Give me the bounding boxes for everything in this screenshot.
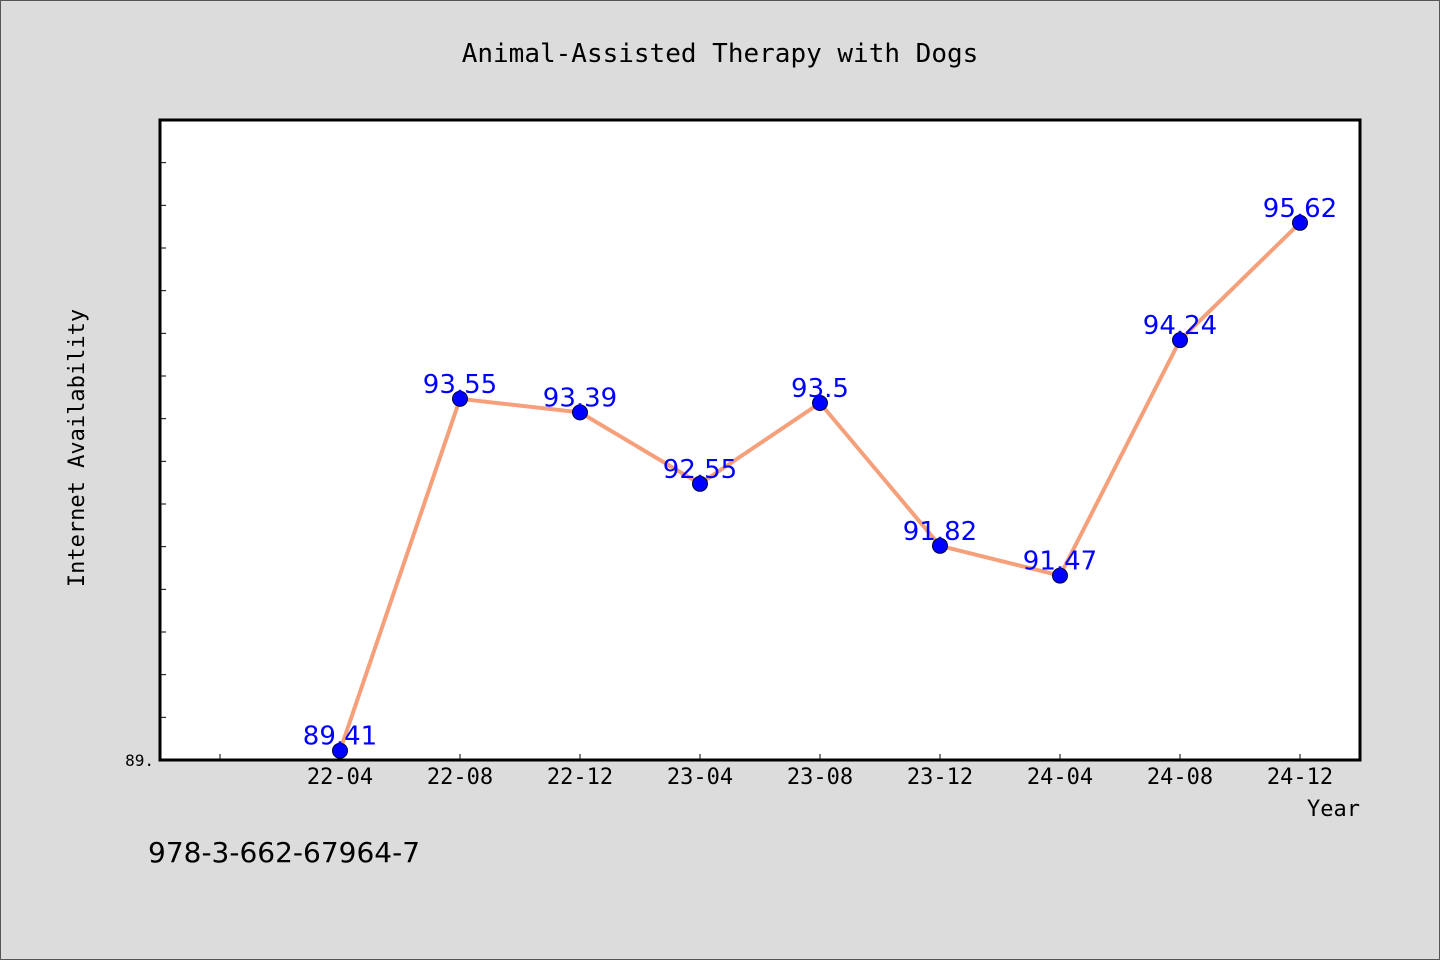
- series-layer: 89.41 93.55 93.39 92.55 93.5 91.82 91.47 94.24 9…: [303, 194, 1337, 759]
- y-tick-label: 89.: [125, 751, 154, 770]
- x-tick-label: 22-08: [427, 765, 493, 790]
- data-point: [692, 475, 708, 492]
- data-label: 95.62: [1263, 194, 1337, 224]
- data-label: 92.55: [663, 455, 737, 485]
- data-label: 93.55: [423, 370, 497, 400]
- data-point: [452, 390, 468, 407]
- data-point: [572, 404, 588, 421]
- data-point: [332, 742, 348, 759]
- x-tick-label: 23-04: [667, 765, 733, 790]
- chart-title: Animal-Assisted Therapy with Dogs: [462, 39, 979, 69]
- y-axis-label: Internet Availability: [65, 309, 90, 587]
- data-label: 94.24: [1143, 311, 1217, 341]
- x-axis-label: Year: [1307, 797, 1360, 822]
- isbn-text: 978-3-662-67964-7: [148, 836, 420, 869]
- x-tick-labels: 22-04 22-08 22-12 23-04 23-08 23-12 24-04 24-08…: [307, 765, 1333, 790]
- x-tick-label: 23-12: [907, 765, 973, 790]
- data-point: [812, 395, 828, 411]
- x-tick-label: 24-08: [1147, 765, 1213, 790]
- x-axis-ticks: [219, 754, 1301, 760]
- data-label: 93.5: [791, 374, 849, 404]
- data-label: 91.82: [903, 517, 977, 547]
- y-axis-ticks: [160, 162, 166, 761]
- data-point: [1292, 214, 1308, 231]
- x-tick-label: 24-04: [1027, 765, 1093, 790]
- plot-area: [158, 118, 1362, 762]
- data-point: [1172, 332, 1188, 349]
- data-label: 93.39: [543, 383, 617, 413]
- data-point: [1052, 567, 1068, 584]
- x-tick-label: 22-12: [547, 765, 613, 790]
- x-tick-label: 24-12: [1267, 765, 1333, 790]
- x-tick-label: 22-04: [307, 765, 373, 790]
- data-point: [932, 537, 948, 554]
- data-label: 91.47: [1023, 547, 1097, 577]
- data-label: 89.41: [303, 722, 377, 752]
- x-tick-label: 23-08: [787, 765, 853, 790]
